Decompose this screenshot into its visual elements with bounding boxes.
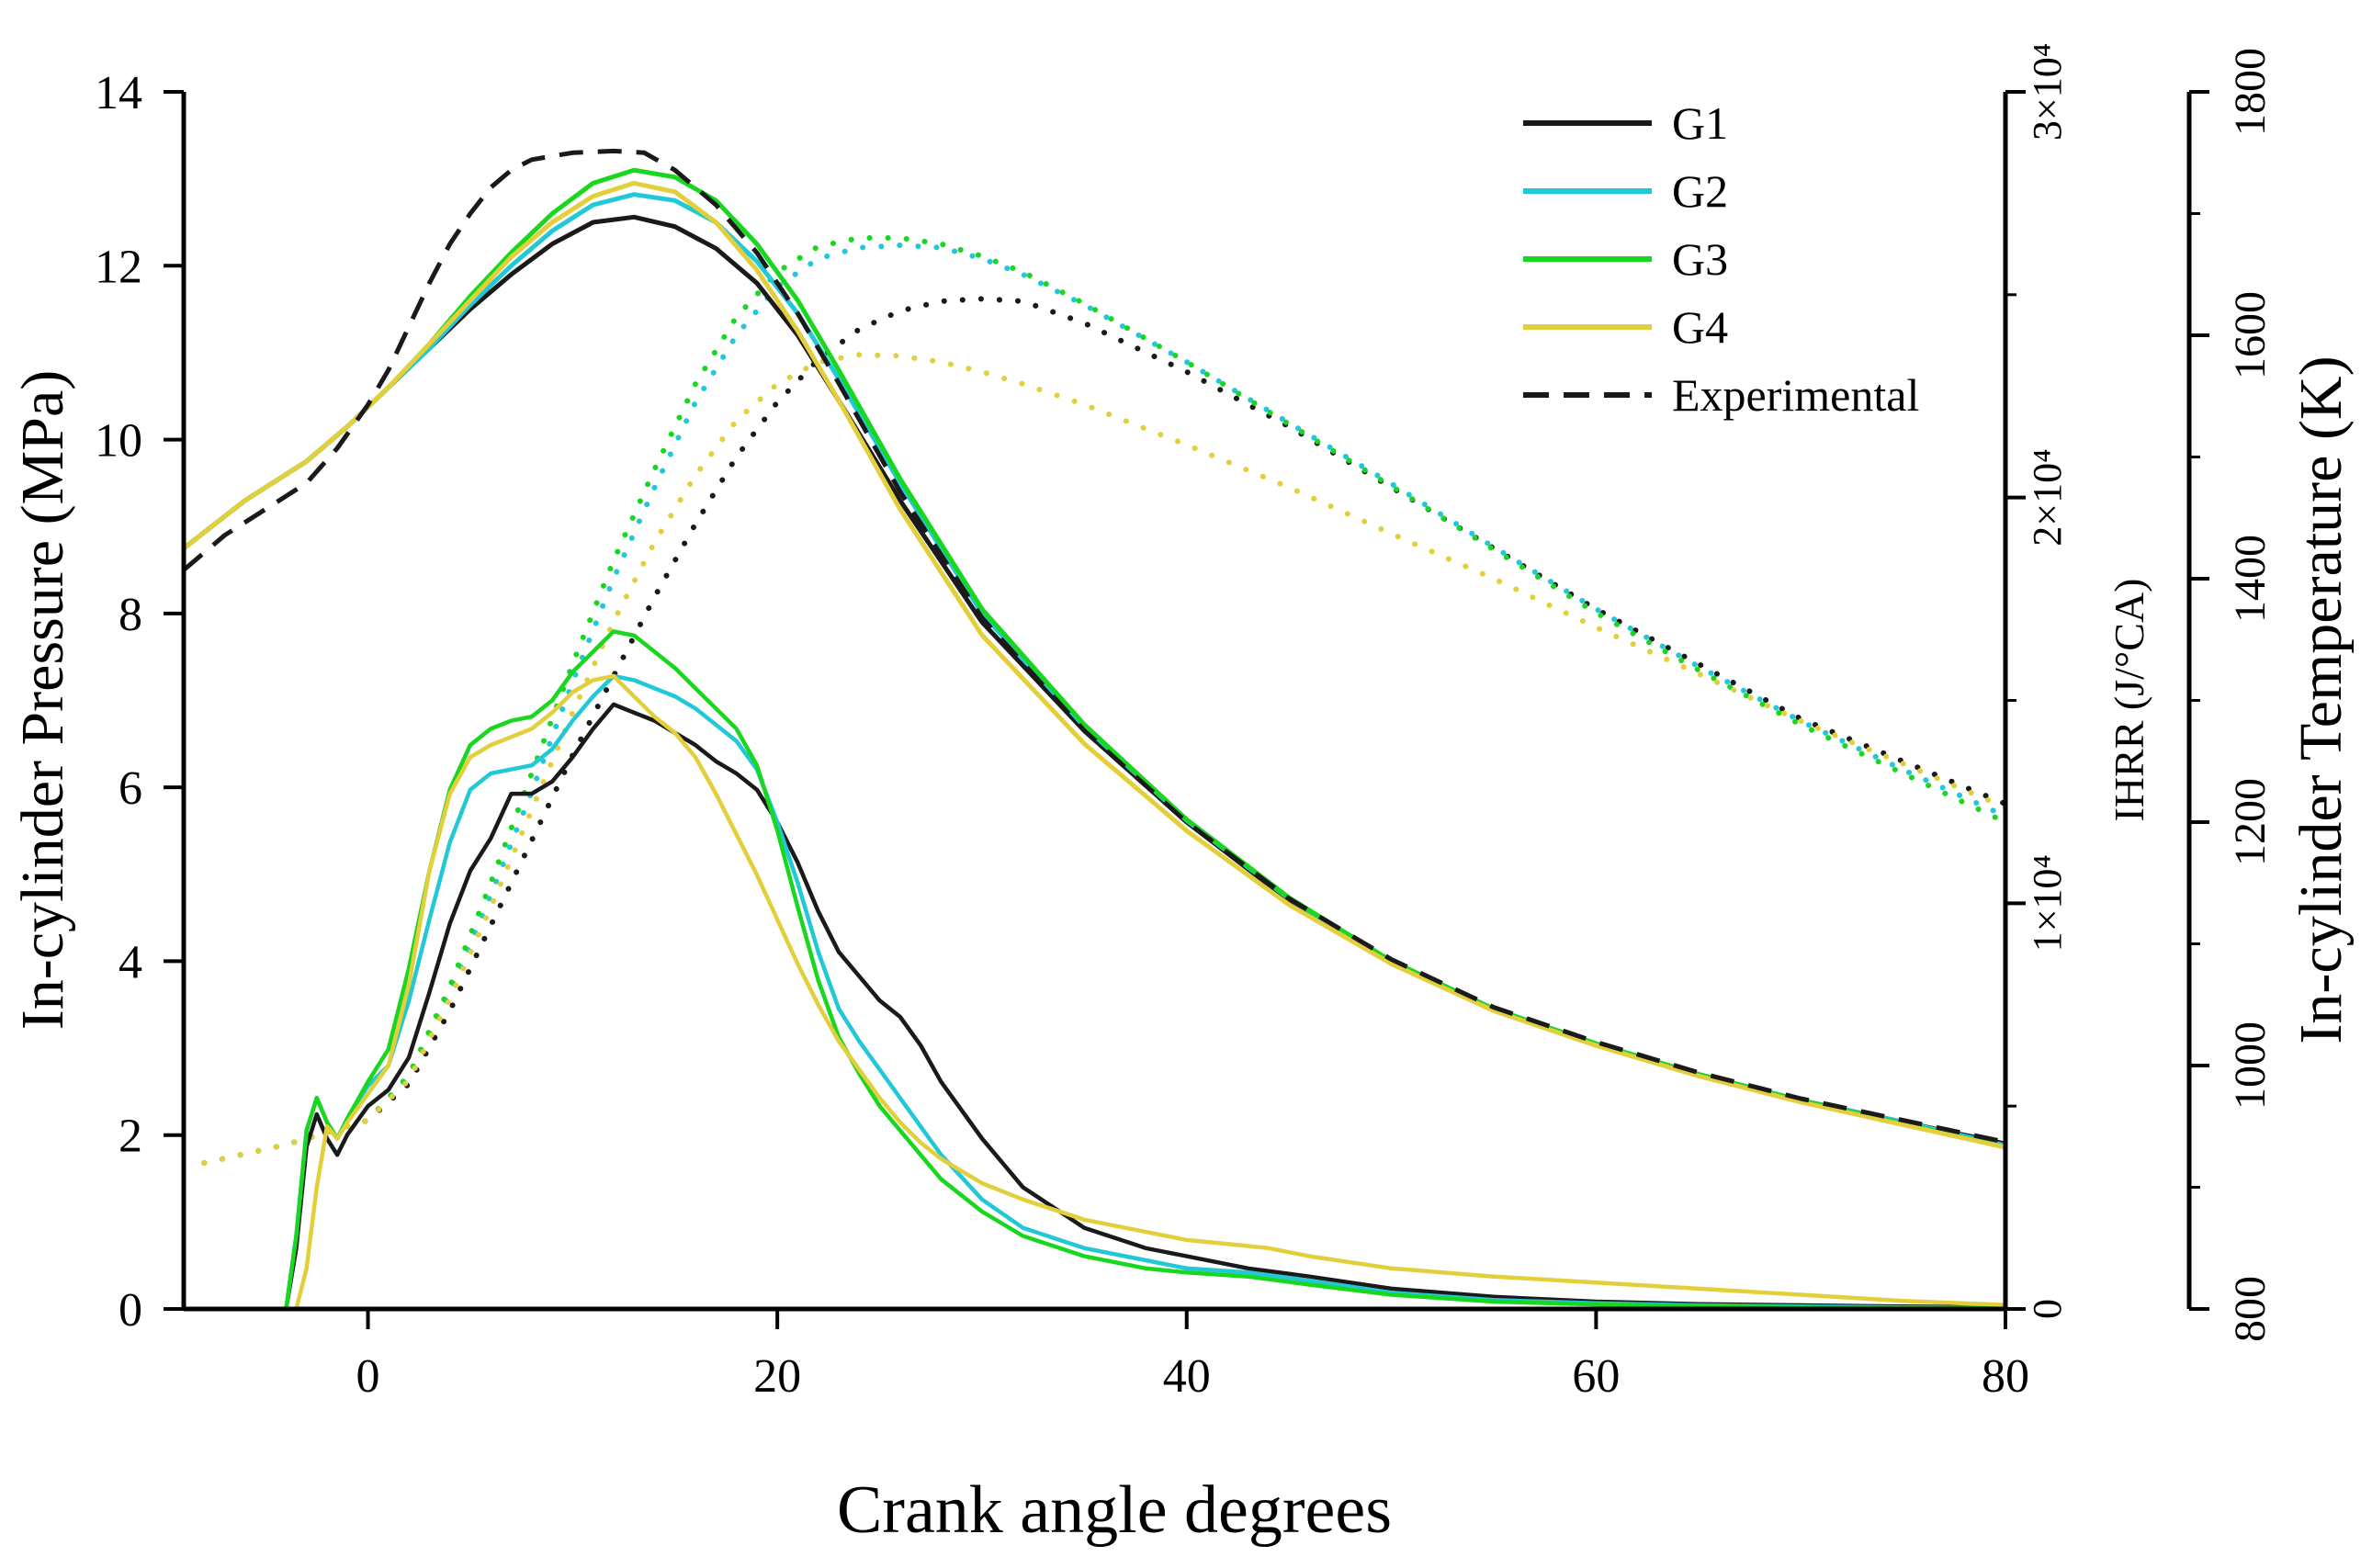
pressure-tick-label: 4: [119, 936, 142, 988]
ihrr-tick-label: 3×10⁴: [2025, 43, 2070, 141]
x-ticks: 0 20 40 60 80: [356, 1309, 2029, 1403]
series-line-g4-temperature: [201, 352, 2008, 1166]
series-layer: [181, 148, 2008, 1312]
ihrr-tick-label: 2×10⁴: [2025, 449, 2070, 547]
axes-layer: 0 20 40 60 80 0 2 4 6 8 10 12 14 0 1×10⁴ 2×10⁴ 3×10⁴ 8…: [95, 43, 2275, 1403]
legend-label-g2: G2: [1672, 165, 1728, 217]
pressure-tick-label: 12: [95, 241, 142, 293]
pressure-tick-label: 14: [95, 67, 142, 119]
legend-label-g4: G4: [1672, 301, 1728, 353]
temperature-tick-label: 1200: [2226, 778, 2275, 866]
x-tick-label: 0: [356, 1350, 380, 1403]
temperature-tick-label: 1800: [2226, 48, 2275, 136]
series-line-g4-pressure: [181, 180, 2008, 1150]
temperature-ticks: 800 1000 1200 1400 1600 1800: [2189, 48, 2275, 1342]
legend-label-g3: G3: [1672, 233, 1728, 285]
series-line-experimental-pressure: [182, 148, 2006, 1145]
x-tick-label: 80: [1982, 1350, 2029, 1403]
temperature-tick-label: 1600: [2226, 291, 2275, 379]
temperature-axis-label: In-cylinder Temperature (K): [2287, 355, 2355, 1043]
series-line-g4-ihrr: [294, 673, 2008, 1312]
temperature-tick-label: 1000: [2226, 1021, 2275, 1110]
pressure-tick-label: 0: [119, 1284, 142, 1337]
series-line-g2-ihrr: [284, 673, 2008, 1312]
x-tick-label: 40: [1163, 1350, 1211, 1403]
pressure-axis-label: In-cylinder Pressure (MPa): [9, 370, 76, 1030]
series-line-g1-ihrr: [284, 702, 2008, 1312]
pressure-tick-label: 2: [119, 1111, 142, 1163]
pressure-tick-label: 8: [119, 589, 142, 641]
pressure-tick-label: 6: [119, 762, 142, 815]
ihrr-axis-label: IHRR (J/°CA): [2106, 578, 2152, 821]
x-tick-label: 20: [753, 1350, 801, 1403]
pressure-tick-label: 10: [95, 415, 142, 468]
temperature-tick-label: 1400: [2226, 535, 2275, 623]
x-tick-label: 60: [1572, 1350, 1620, 1403]
pressure-ticks: 0 2 4 6 8 10 12 14: [95, 67, 184, 1337]
series-line-g3-ihrr: [284, 629, 2008, 1312]
legend: G1 G2 G3 G4 Experimental: [1523, 97, 1919, 421]
legend-label-g1: G1: [1672, 97, 1728, 149]
series-line-g1-temperature: [201, 296, 2008, 1166]
ihrr-ticks: 0 1×10⁴ 2×10⁴ 3×10⁴: [2005, 43, 2070, 1319]
series-line-g2-pressure: [181, 192, 2008, 1148]
x-axis-label: Crank angle degrees: [837, 1472, 1392, 1548]
ihrr-tick-label: 0: [2025, 1299, 2070, 1319]
legend-label-experimental: Experimental: [1672, 369, 1919, 421]
temperature-tick-label: 800: [2226, 1276, 2275, 1342]
ihrr-tick-label: 1×10⁴: [2025, 854, 2070, 952]
